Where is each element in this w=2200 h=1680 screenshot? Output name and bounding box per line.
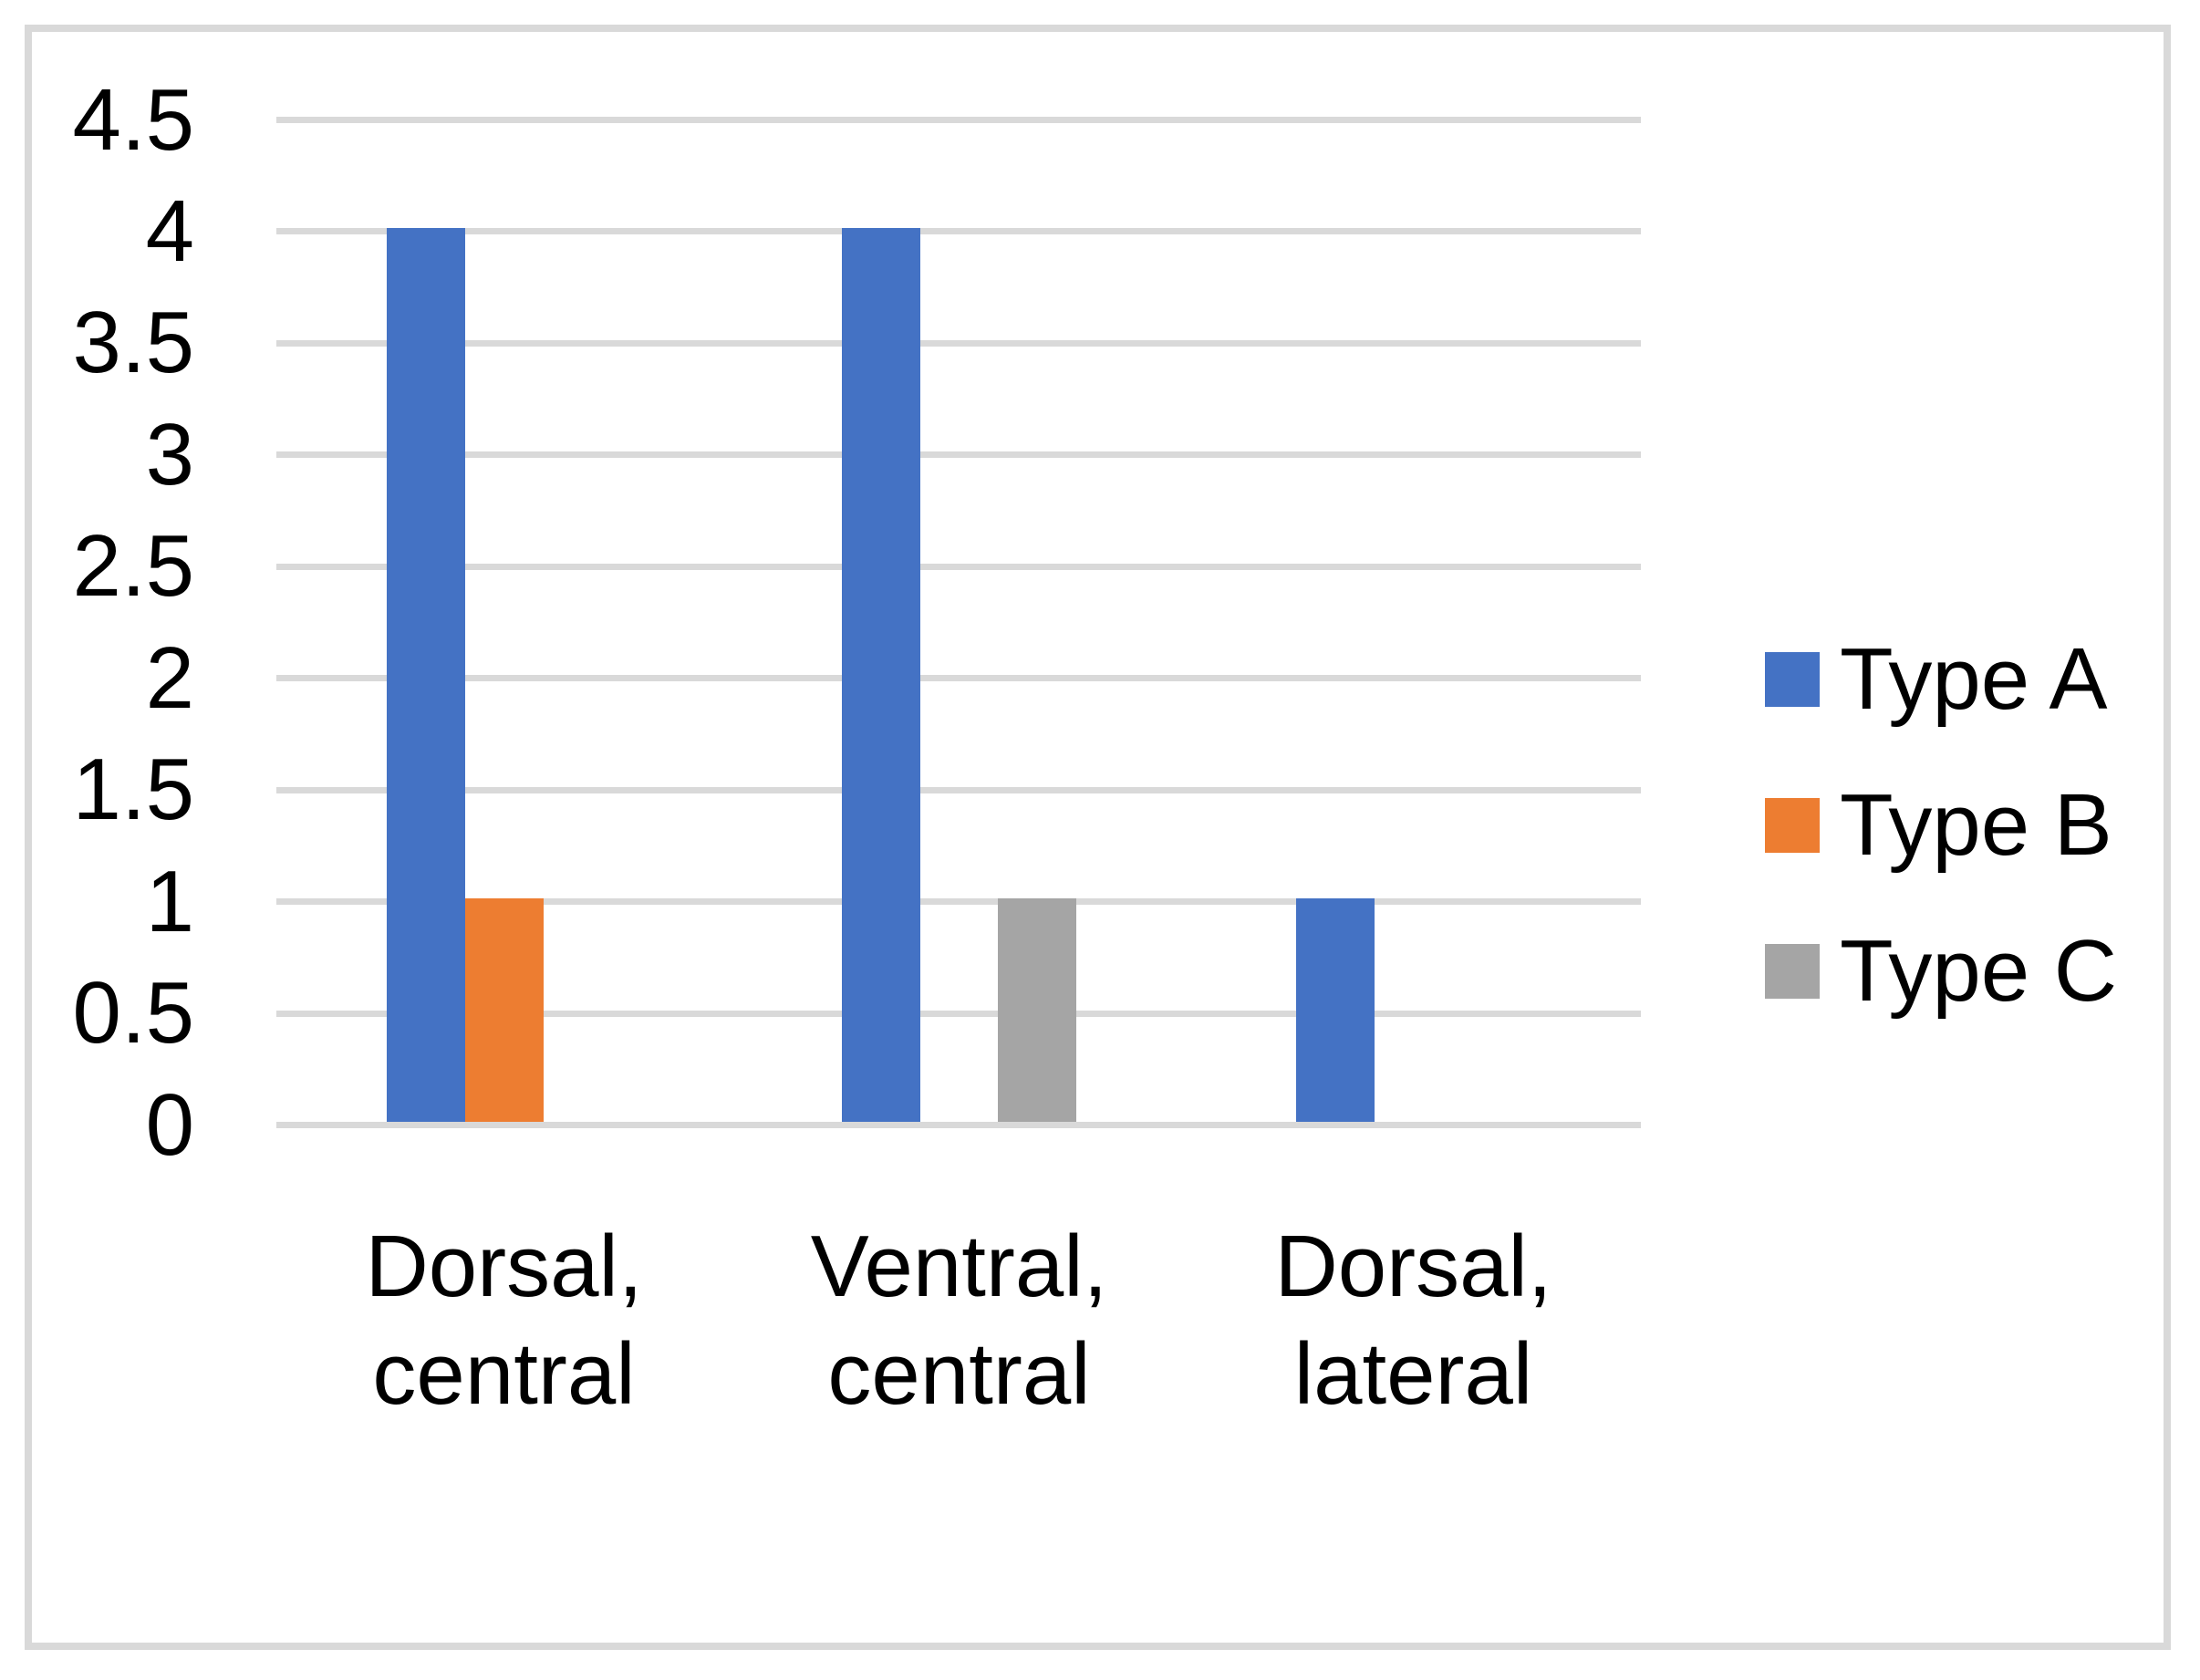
gridline [276, 228, 1641, 234]
bar-type-c-ventral-central [998, 898, 1076, 1122]
legend: Type A Type B Type C [1765, 636, 2117, 1087]
x-axis-label-line: Dorsal, [1274, 1218, 1552, 1315]
y-axis-tick-label: 2.5 [72, 517, 194, 615]
plot-area [276, 117, 1641, 1128]
y-axis-tick-label: 3.5 [72, 294, 194, 391]
x-axis-label-line: central [827, 1325, 1091, 1423]
x-axis-label-ventral-central: Ventral, central [732, 1213, 1187, 1428]
gridline [276, 675, 1641, 681]
x-axis-label-line: Ventral, [810, 1218, 1108, 1315]
gridline [276, 340, 1641, 347]
y-axis-tick-label: 0 [145, 1076, 194, 1174]
y-axis-tick-label: 4.5 [72, 71, 194, 169]
y-axis-tick-label: 0.5 [72, 964, 194, 1062]
gridline [276, 787, 1641, 793]
bar-type-b-dorsal-central [465, 898, 544, 1122]
y-axis-tick-label: 2 [145, 629, 194, 727]
y-axis-tick-label: 1.5 [72, 741, 194, 838]
legend-label: Type A [1840, 630, 2108, 728]
bar-type-a-dorsal-lateral [1296, 898, 1375, 1122]
y-axis-tick-label: 3 [145, 406, 194, 503]
gridline [276, 564, 1641, 570]
bar-type-a-ventral-central [842, 228, 920, 1122]
x-axis-label-dorsal-central: Dorsal, central [276, 1213, 732, 1428]
chart-border [25, 25, 2171, 1650]
x-axis: Dorsal, central Ventral, central Dorsal, late… [276, 1213, 1641, 1450]
legend-swatch [1765, 944, 1820, 999]
gridline [276, 117, 1641, 123]
legend-label: Type C [1840, 922, 2118, 1020]
gridline [276, 451, 1641, 458]
legend-item-type-b: Type B [1765, 782, 2117, 869]
legend-item-type-a: Type A [1765, 636, 2117, 723]
gridline [276, 1011, 1641, 1017]
x-axis-label-dorsal-lateral: Dorsal, lateral [1186, 1213, 1641, 1428]
x-axis-label-line: central [372, 1325, 636, 1423]
y-axis-tick-label: 1 [145, 853, 194, 950]
y-axis: 4.5 4 3.5 3 2.5 2 1.5 1 0.5 0 [0, 77, 194, 1169]
legend-swatch [1765, 652, 1820, 707]
gridline [276, 898, 1641, 905]
legend-label: Type B [1840, 776, 2112, 874]
legend-item-type-c: Type C [1765, 928, 2117, 1015]
legend-swatch [1765, 798, 1820, 853]
x-axis-label-line: Dorsal, [365, 1218, 643, 1315]
gridline [276, 1122, 1641, 1128]
bar-type-a-dorsal-central [387, 228, 465, 1122]
x-axis-label-line: lateral [1293, 1325, 1533, 1423]
y-axis-tick-label: 4 [145, 182, 194, 280]
